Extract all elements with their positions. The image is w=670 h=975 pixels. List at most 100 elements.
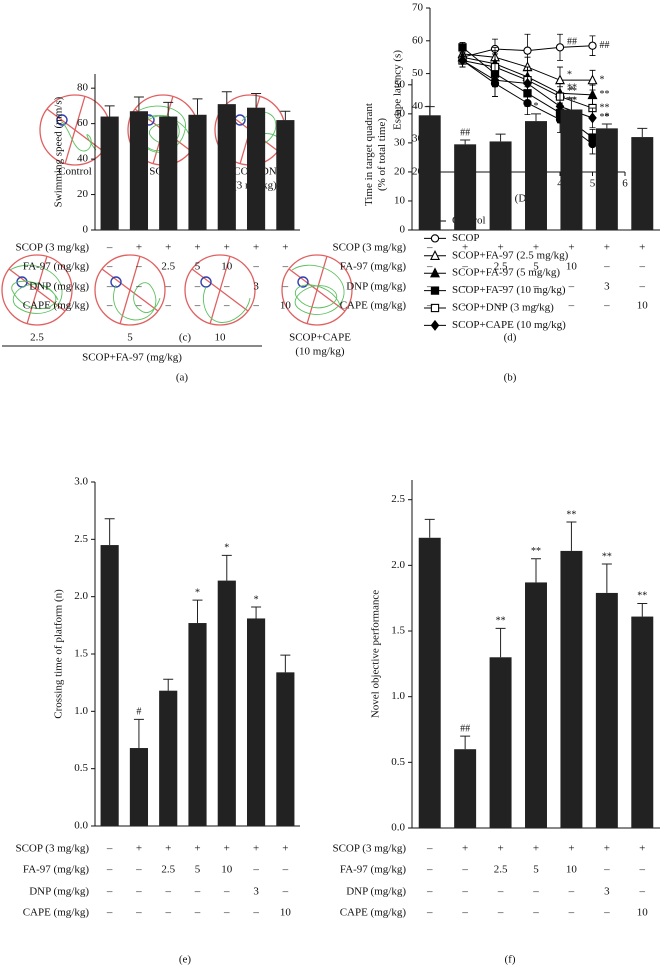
treatment-cell: 5 (533, 261, 539, 273)
marker (430, 249, 440, 260)
treatment-cell: – (106, 843, 113, 855)
y-tick-label: 60 (77, 117, 89, 129)
y-tick-label: 40 (77, 153, 89, 165)
treatment-cell: – (164, 907, 171, 919)
significance-label: * (567, 69, 572, 80)
dose-label: 2.5 (30, 332, 44, 344)
treatment-cell: + (224, 242, 230, 254)
error-bar (495, 133, 506, 142)
treatment-label: SCOP (3 mg/kg) (15, 843, 89, 855)
treatment-cell: – (164, 300, 171, 312)
y-tick-label: 1.0 (391, 690, 405, 702)
treatment-cell: + (462, 242, 468, 254)
bar (595, 592, 618, 828)
panel-caption: (c) (179, 332, 192, 344)
group-label: SCOP+FA-97 (mg/kg) (82, 352, 182, 364)
treatment-cell: – (426, 886, 433, 898)
significance-label: * (569, 85, 574, 96)
marker (458, 43, 467, 52)
error-bar (460, 139, 471, 145)
panel-caption: (d) (504, 332, 517, 344)
treatment-cell: – (426, 907, 433, 919)
legend-label: SCOP (452, 232, 480, 244)
bar (454, 749, 477, 828)
marker (588, 112, 597, 124)
treatment-cell: – (568, 907, 575, 919)
treatment-cell: – (603, 864, 610, 876)
treatment-cell: – (461, 907, 468, 919)
treatment-label: DNP (mg/kg) (29, 886, 89, 898)
treatment-cell: 5 (533, 864, 539, 876)
legend-label: SCOP+CAPE (10 mg/kg) (452, 319, 566, 331)
y-tick-label: 2.5 (391, 493, 405, 505)
pool (39, 94, 111, 166)
x-tick-label: 6 (622, 178, 628, 190)
treatment-cell: – (426, 261, 433, 273)
error-bar (601, 563, 612, 593)
error-bar (133, 718, 144, 749)
treatment-cell: – (106, 281, 113, 293)
treatment-cell: + (224, 843, 230, 855)
significance-label: ** (496, 616, 506, 627)
error-bar (424, 518, 435, 538)
y-tick-label: 80 (77, 82, 89, 94)
dose-label: 5 (127, 332, 133, 344)
y-tick-label: 0.0 (391, 822, 405, 834)
error-bar (104, 105, 115, 117)
treatment-cell: – (426, 843, 433, 855)
y-tick-label: 2.0 (74, 590, 88, 602)
treatment-cell: – (106, 261, 113, 273)
y-tick-label: 10 (394, 194, 406, 206)
significance-label: ** (600, 89, 610, 100)
treatment-cell: 2.5 (494, 261, 508, 273)
x-tick-label: 5 (590, 178, 596, 190)
y-tick-label: 1.5 (391, 625, 405, 637)
y-tick-label: 50 (394, 78, 406, 90)
swim-path (9, 264, 63, 314)
treatment-cell: – (461, 864, 468, 876)
significance-label: ** (567, 86, 577, 97)
legend-label: SCOP+FA-97 (2.5 mg/kg) (452, 249, 569, 261)
treatment-cell: + (533, 242, 539, 254)
significance-label: # (136, 707, 141, 718)
error-bar (104, 518, 115, 546)
significance-label: ** (567, 96, 577, 107)
error-bar (601, 123, 612, 129)
bar (525, 121, 547, 230)
error-bar (192, 599, 203, 624)
treatment-label: DNP (mg/kg) (346, 281, 406, 293)
panel-caption: (e) (179, 954, 192, 966)
platform (110, 276, 122, 288)
legend-label: SCOP+FA-97 (5 mg/kg) (452, 267, 560, 279)
significance-label: ** (602, 551, 612, 562)
bar (525, 582, 547, 828)
treatment-cell: – (532, 886, 539, 898)
treatment-cell: + (604, 242, 610, 254)
treatment-cell: – (426, 242, 433, 254)
treatment-label: SCOP (3 mg/kg) (332, 843, 406, 855)
bar (418, 537, 441, 828)
treatment-cell: – (639, 886, 646, 898)
error-bar (163, 101, 174, 117)
y-tick-label: 70 (412, 2, 424, 14)
marker (430, 319, 440, 331)
error-bar (495, 627, 506, 658)
error-bar (192, 98, 203, 115)
treatment-cell: + (194, 843, 200, 855)
treatment-cell: – (282, 261, 289, 273)
treatment-cell: 5 (195, 864, 201, 876)
treatment-cell: – (252, 907, 259, 919)
error-bar (460, 735, 471, 750)
panel-a: Control SCOP SCOP+DNP (3 mg/kg) 2.5 5 10… (1, 94, 353, 384)
treatment-cell: + (497, 242, 503, 254)
marker (555, 43, 565, 52)
treatment-cell: – (426, 281, 433, 293)
treatment-cell: 10 (637, 907, 649, 919)
platform (56, 114, 68, 126)
treatment-cell: + (568, 843, 574, 855)
treatment-cell: – (135, 281, 142, 293)
treatment-cell: + (165, 843, 171, 855)
treatment-cell: – (223, 281, 230, 293)
bar (276, 120, 295, 230)
significance-label: ** (566, 509, 576, 520)
